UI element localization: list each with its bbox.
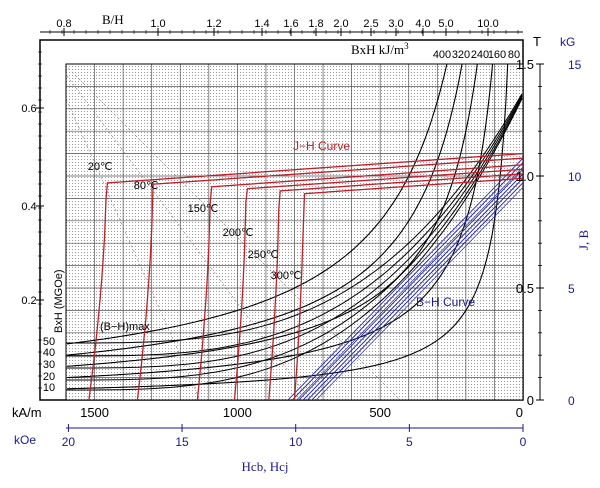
bhmax-annotation: (B−H)max [100,321,150,333]
jh-curve [293,177,523,400]
bh-product-curve [67,64,448,345]
jh-curve [88,152,523,400]
top-ratio-label: 1.8 [308,18,323,30]
top-ratio-label: 5.0 [438,18,453,30]
bh-line [302,173,523,400]
right-axis-ticks: 1.5 15 1.0 10 0.5 5 0 0 [516,57,582,408]
y-tick-label-kg: 10 [568,170,582,184]
y-tick-label-t: 0 [527,393,534,408]
ratio-lines [66,65,401,400]
x-tick-label-kam: 500 [369,405,391,420]
left-ratio-label: 0.2 [21,295,36,307]
y-tick-label-kg: 15 [568,58,582,72]
x-axis-koe: 20 15 10 5 0 [62,424,527,449]
left-ratio-label: 0.6 [21,103,36,115]
x-tick-label-kam: 1500 [80,405,109,420]
bxh-axis-label: BxH kJ/m3 [351,41,409,57]
y-tick-label-kg: 0 [568,394,575,408]
bh-line [287,157,523,400]
bh-line [307,177,523,400]
top-ratio-label: 1.0 [150,18,165,30]
bh-product-curve [67,64,509,390]
x-axis-kam: 1500 1000 500 0 [80,405,523,420]
y-tick-label-t: 0.5 [516,281,534,296]
mgoe-label: 50 [43,336,55,348]
x-axis-unit-koe: kOe [14,433,36,447]
temperature-label: 300℃ [271,270,302,282]
top-ratio-label: 1.2 [206,18,221,30]
top-ratio-label: 10.0 [477,18,498,30]
mgoe-label: 40 [43,347,55,359]
bh-curve-annotation: B−H Curve [416,295,475,309]
mgoe-label: 30 [43,359,55,371]
ratio-line [66,74,311,400]
temperature-label: 20℃ [88,161,113,173]
mgoe-label: 10 [43,382,55,394]
bh-line [315,186,523,400]
mgoe-axis-label: BxH (MGOe) [53,269,65,333]
x-tick-label-koe: 0 [520,435,527,449]
x-tick-label-kam: 1000 [223,405,252,420]
jh-curves [88,152,523,400]
top-ratio-label: 1.4 [254,18,269,30]
y-tick-label-t: 1.5 [516,57,534,72]
bh-product-curve [67,64,463,356]
jh-curve [136,157,523,400]
top-ratio-label: 1.6 [283,18,298,30]
jh-curve-annotation: J−H Curve [293,139,350,153]
mgoe-level-curve [66,93,523,344]
bh-product-curve [67,64,494,379]
bh-line [292,162,523,400]
x-tick-label-koe: 15 [175,435,189,449]
bxh-kj-label: 160 [488,49,506,61]
bxh-kj-label: 240 [471,49,489,61]
bxh-kj-label: 400 [433,49,451,61]
top-ratio-label: 4.0 [415,18,430,30]
top-ratio-label: 0.8 [56,18,71,30]
x-tick-label-kam: 0 [516,405,523,420]
jh-curve [268,173,523,400]
jh-curve [233,168,523,400]
bh-line [298,168,523,400]
y-axis-unit-t: T [533,34,541,49]
temperature-label: 150℃ [188,203,219,215]
top-ratio-label: 2.0 [333,18,348,30]
bh-line [311,182,523,400]
y-axis-title: J, B [576,230,591,251]
left-ratio-axis: 0.6 0.4 0.2 [21,40,44,400]
x-tick-label-koe: 10 [289,435,303,449]
bxh-kj-label: 80 [508,49,520,61]
top-ratio-label: 2.5 [363,18,378,30]
temperature-label: 200℃ [223,227,254,239]
temperature-labels: 20℃ 80℃ 150℃ 200℃ 250℃ 300℃ [88,161,302,282]
y-tick-label-t: 1.0 [516,169,534,184]
mgoe-label: 20 [43,371,55,383]
mgoe-level-curve [66,98,523,391]
y-tick-label-kg: 5 [568,282,575,296]
temperature-label: 250℃ [248,249,279,261]
top-ratio-label: 3.0 [388,18,403,30]
x-tick-label-koe: 20 [62,435,76,449]
jh-curve [196,164,523,400]
temperature-label: 80℃ [134,180,159,192]
top-ratio-axis: 0.8 1.0 1.2 1.4 1.6 1.8 2.0 2.5 3.0 4.0 5.0 10.0 [49,18,519,36]
bh-curves [287,157,523,400]
x-axis-title: Hcb, Hcj [242,459,289,474]
left-ratio-label: 0.4 [21,201,36,213]
x-axis-unit-kam: kA/m [12,405,42,420]
x-tick-label-koe: 5 [406,435,413,449]
mgoe-level-curve [66,97,523,381]
top-axis-label: B/H [102,12,124,27]
mgoe-level-curve [66,96,523,369]
bh-line [296,166,523,400]
y-axis-unit-kg: kG [560,35,575,49]
ratio-line [66,97,201,400]
bxh-kj-label: 320 [452,49,470,61]
